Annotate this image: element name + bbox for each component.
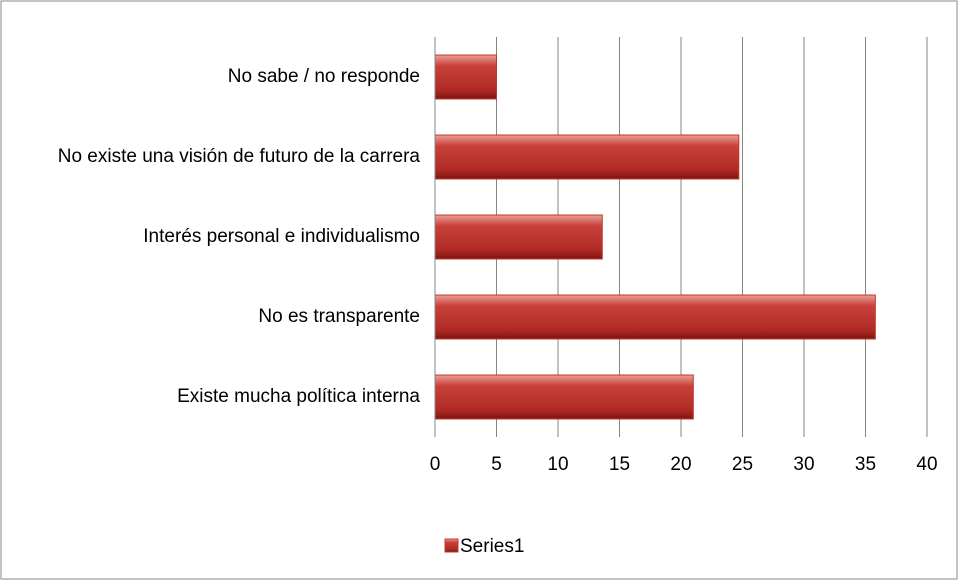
y-tick-label-box: Existe mucha política interna bbox=[10, 384, 420, 410]
y-tick-label-box: Interés personal e individualismo bbox=[10, 224, 420, 250]
legend-swatch bbox=[444, 538, 459, 553]
y-tick-label: Interés personal e individualismo bbox=[143, 226, 420, 247]
bar bbox=[434, 134, 740, 180]
x-tick-label: 40 bbox=[916, 454, 937, 475]
x-tick-label: 0 bbox=[430, 454, 441, 475]
y-tick-label: No existe una visión de futuro de la car… bbox=[57, 146, 420, 167]
x-tick-label: 20 bbox=[670, 454, 691, 475]
legend-label: Series1 bbox=[460, 536, 524, 557]
bar bbox=[434, 54, 497, 100]
y-tick-label-box: No sabe / no responde bbox=[10, 64, 420, 90]
bar bbox=[434, 294, 876, 340]
bar bbox=[434, 374, 694, 420]
x-tick-label: 25 bbox=[732, 454, 753, 475]
x-tick-label: 15 bbox=[609, 454, 630, 475]
bar bbox=[434, 214, 603, 260]
x-tick-label: 10 bbox=[547, 454, 568, 475]
y-tick-label: Existe mucha política interna bbox=[177, 386, 420, 407]
y-tick-label-box: No es transparente bbox=[10, 304, 420, 330]
x-tick-label: 35 bbox=[855, 454, 876, 475]
y-tick-label: No es transparente bbox=[258, 306, 420, 327]
y-tick-label: No sabe / no responde bbox=[227, 66, 420, 87]
x-tick-label: 5 bbox=[491, 454, 502, 475]
x-tick-label: 30 bbox=[793, 454, 814, 475]
y-tick-label-box: No existe una visión de futuro de la car… bbox=[10, 144, 420, 170]
